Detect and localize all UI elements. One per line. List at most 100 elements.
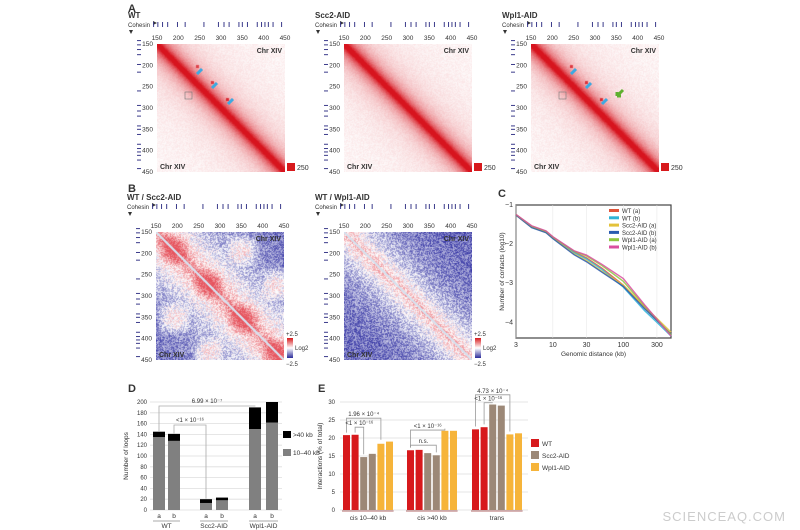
panel-label-C: C	[498, 188, 506, 200]
legend-label: Scc2-AID (a)	[622, 224, 656, 230]
legend-swatch	[609, 216, 619, 220]
chromosome-label: Chr XIV	[257, 48, 283, 55]
y-tick-label: 0	[332, 508, 336, 514]
arrow-down-icon	[129, 30, 133, 34]
bar-segment	[266, 402, 278, 423]
green-arrow-icon	[615, 88, 625, 98]
heatmap-scc2-aid	[344, 44, 472, 172]
legend-label: Wpl1-AID (b)	[622, 246, 657, 252]
y-tick-label: 180	[137, 411, 148, 417]
legend-label: Scc2-AID (b)	[622, 231, 656, 237]
group-label: Scc2-AID	[200, 523, 228, 530]
axis-tick-label: 350	[424, 35, 435, 42]
axis-tick-label: 300	[329, 105, 340, 112]
blue-arrow-icon	[226, 97, 235, 106]
axis-tick-label: 350	[237, 35, 248, 42]
category-label: cis >40 kb	[417, 515, 447, 522]
bar	[441, 430, 449, 510]
axis-tick-label: 250	[141, 272, 152, 279]
y-axis-label: Interactions (% of total)	[317, 423, 324, 490]
highlight-box	[558, 91, 567, 100]
legend-swatch	[609, 223, 619, 227]
legend-swatch	[283, 431, 291, 438]
axis-tick-label: 150	[152, 35, 163, 42]
replicate-label: b	[270, 513, 274, 520]
axis-tick-label: 250	[329, 272, 340, 279]
colorbar-bottom-label: −2.5	[286, 362, 299, 368]
significance-bracket	[346, 417, 382, 440]
axis-tick-label: 300	[216, 35, 227, 42]
legend-label: Scc2-AID	[542, 453, 570, 460]
y-tick-label: 60	[140, 476, 147, 482]
axis-tick-label: 250	[381, 223, 392, 230]
arrow-down-icon	[503, 30, 507, 34]
axis-tick-label: 450	[467, 223, 478, 230]
arrow-down-icon	[316, 212, 320, 216]
axis-tick-label: 150	[526, 35, 537, 42]
replicate-label: b	[172, 513, 176, 520]
bar	[432, 455, 440, 510]
colorbar-swatch	[661, 163, 669, 171]
axis-tick-label: 350	[141, 314, 152, 321]
bar	[351, 434, 359, 510]
p-value-label: <1 × 10⁻¹⁶	[474, 396, 503, 403]
blue-arrow-icon	[584, 81, 593, 90]
axis-tick-label: 150	[151, 223, 162, 230]
axis-tick-label: 300	[590, 35, 601, 42]
axis-tick-label: 450	[279, 223, 290, 230]
legend-swatch	[609, 209, 619, 212]
axis-tick-label: 150	[329, 41, 340, 48]
watermark: SCIENCEAQ.COM	[662, 509, 786, 524]
heatmap-wpl1-aid	[531, 44, 659, 172]
bar	[472, 429, 479, 510]
axis-tick-label: 400	[445, 35, 456, 42]
blue-arrow-icon	[600, 97, 609, 106]
x-axis-label: Genomic distance (kb)	[561, 351, 626, 358]
significance-bracket	[475, 394, 511, 432]
y-tick-label: 200	[137, 400, 148, 406]
p-value-label: <1 × 10⁻¹⁶	[414, 423, 443, 430]
y-tick-label: 80	[140, 465, 147, 471]
colorbar	[287, 338, 293, 358]
axis-tick-label: 450	[467, 35, 478, 42]
y-tick-label: 5	[332, 490, 336, 496]
replicate-label: a	[204, 513, 208, 520]
bar-segment	[153, 437, 165, 510]
p-value-label: <1 × 10⁻¹⁶	[345, 420, 374, 427]
axis-tick-label: 450	[654, 35, 665, 42]
y-tick-label: 20	[140, 497, 147, 503]
arrow-down-icon	[128, 212, 132, 216]
chromosome-label: Chr XIV	[160, 164, 186, 171]
axis-tick-label: 450	[280, 35, 291, 42]
series-line	[515, 213, 672, 337]
bar-segment	[168, 440, 180, 510]
significance-bracket	[410, 428, 446, 447]
bar-segment	[266, 422, 278, 510]
y-tick-label: 20	[328, 436, 335, 442]
replicate-label: a	[157, 513, 161, 520]
heatmap-wt-scc2-aid	[156, 232, 284, 360]
cohesin-label: Cohesin	[502, 23, 524, 29]
axis-tick-label: 150	[141, 229, 152, 236]
y-axis-label: Number of loops	[123, 431, 130, 479]
axis-tick-label: 200	[516, 62, 527, 69]
p-value-label: 1.96 × 10⁻⁴	[348, 411, 379, 418]
replicate-label: a	[253, 513, 257, 520]
category-label: cis 10–40 kb	[350, 515, 387, 522]
axis-tick-label: 150	[142, 41, 153, 48]
x-tick-label: 100	[617, 342, 629, 349]
chromosome-label: Chr XIV	[347, 352, 373, 359]
axis-tick-label: 400	[258, 35, 269, 42]
chromosome-label: Chr XIV	[347, 164, 373, 171]
axis-tick-label: 350	[516, 126, 527, 133]
significance-bracket	[173, 424, 207, 499]
chromosome-label: Chr XIV	[631, 48, 657, 55]
bar	[489, 404, 497, 510]
chromosome-label: Chr XIV	[444, 236, 470, 243]
bar	[407, 450, 414, 510]
bar-segment	[200, 499, 212, 503]
axis-tick-label: 250	[194, 35, 205, 42]
p-value-label: n.s.	[419, 439, 429, 445]
bar-segment	[249, 429, 261, 510]
y-tick-label: 100	[137, 454, 148, 460]
